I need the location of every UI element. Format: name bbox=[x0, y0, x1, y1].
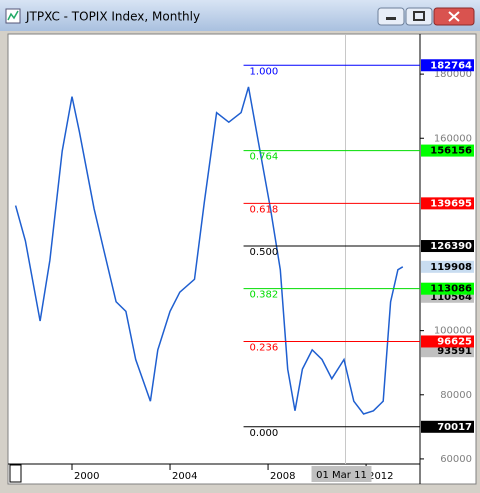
chart-area bbox=[7, 33, 477, 485]
price-label: 96625 bbox=[437, 336, 472, 347]
price-label: 110564 bbox=[430, 292, 472, 303]
fib-level-label: 0.764 bbox=[250, 152, 279, 163]
close-icon bbox=[448, 11, 460, 22]
y-tick-label: 80000 bbox=[440, 390, 472, 401]
minimize-icon bbox=[386, 17, 396, 20]
fib-level-label: 1.000 bbox=[250, 66, 279, 77]
y-tick-label: 100000 bbox=[434, 326, 472, 337]
crosshair-label: 01 Mar 11 bbox=[316, 470, 367, 481]
price-label-box bbox=[421, 282, 474, 295]
price-label-box bbox=[421, 240, 474, 253]
price-label: 70017 bbox=[437, 422, 472, 433]
price-label-box bbox=[421, 197, 474, 210]
price-label: 126390 bbox=[430, 241, 472, 252]
price-label-box bbox=[421, 260, 474, 273]
y-tick-label: 160000 bbox=[434, 133, 472, 144]
price-label-box bbox=[421, 420, 474, 433]
x-tick-label: 2000 bbox=[74, 471, 99, 482]
fib-level-label: 0.382 bbox=[250, 290, 279, 301]
price-line bbox=[14, 86, 404, 415]
y-tick-label: 60000 bbox=[440, 454, 472, 465]
fib-level-label: 0.500 bbox=[250, 247, 279, 258]
fib-level-label: 0.000 bbox=[250, 428, 279, 439]
maximize-button[interactable] bbox=[405, 7, 433, 26]
x-tick-label: 2008 bbox=[270, 471, 295, 482]
window-title: JTPXC - TOPIX Index, Monthly bbox=[25, 10, 200, 24]
price-label: 139695 bbox=[430, 198, 472, 209]
price-label: 119908 bbox=[430, 262, 472, 273]
x-tick-label: 2004 bbox=[172, 471, 197, 482]
fib-level-label: 0.236 bbox=[250, 342, 279, 353]
minimize-button[interactable] bbox=[377, 7, 405, 26]
price-label: 93591 bbox=[437, 346, 472, 357]
price-label-box bbox=[421, 335, 474, 348]
price-label: 113086 bbox=[430, 284, 472, 295]
price-label-box bbox=[421, 59, 474, 72]
crosshair-label-box bbox=[311, 466, 372, 482]
price-label-box bbox=[421, 144, 474, 157]
maximize-icon bbox=[413, 11, 425, 21]
y-tick-label: 180000 bbox=[434, 69, 472, 80]
fib-level-label: 0.618 bbox=[250, 204, 279, 215]
scroll-box[interactable] bbox=[9, 464, 22, 483]
price-label: 182764 bbox=[430, 60, 472, 71]
icon-graph bbox=[7, 10, 19, 21]
price-label: 156156 bbox=[430, 146, 472, 157]
price-label-box bbox=[421, 345, 474, 358]
x-tick-label: 2012 bbox=[368, 471, 393, 482]
